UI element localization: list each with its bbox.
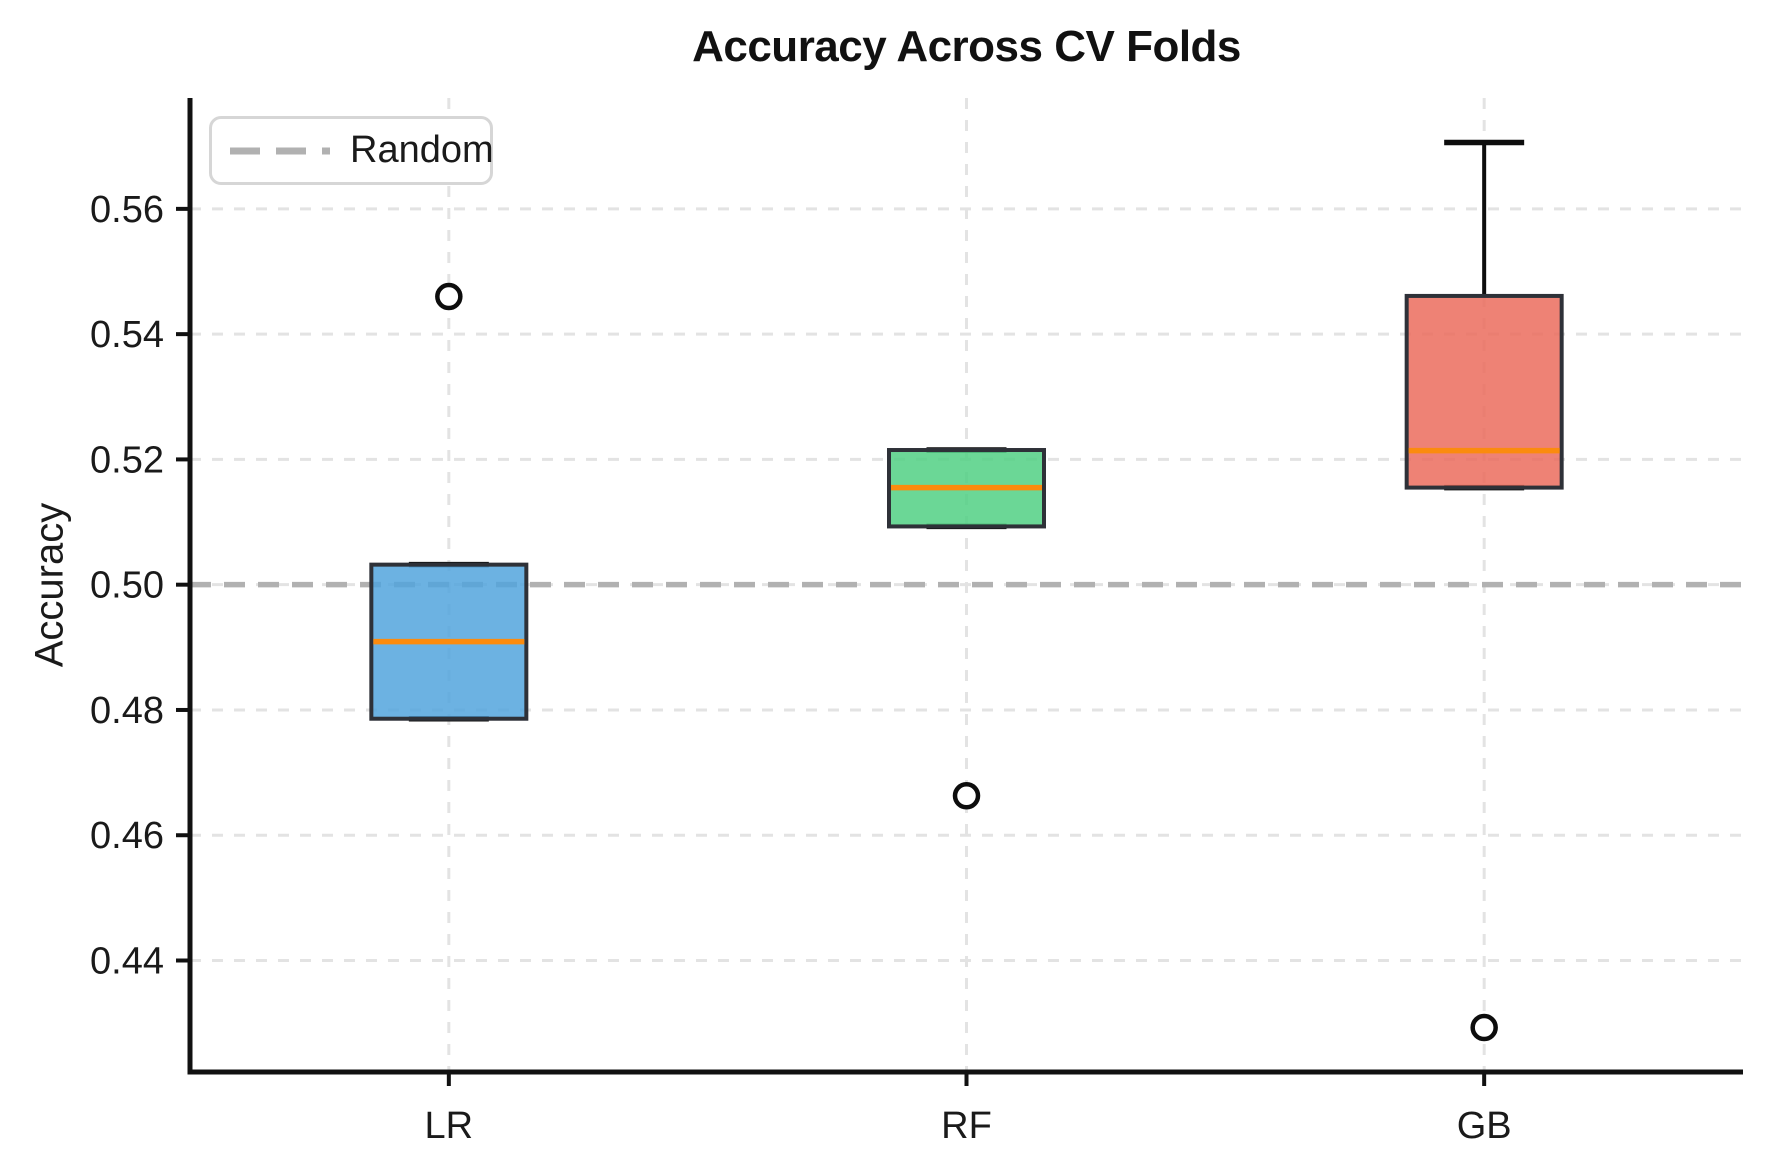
y-tick-label: 0.54 [90, 314, 164, 356]
y-tick-label: 0.48 [90, 690, 164, 732]
y-tick-label: 0.44 [90, 941, 164, 983]
y-axis-label: Accuracy [27, 502, 72, 668]
x-tick-label: RF [941, 1105, 992, 1147]
chart-title: Accuracy Across CV Folds [692, 22, 1241, 71]
box-GB [1404, 293, 1564, 490]
outlier-marker-RF [952, 782, 981, 810]
x-tick-label: LR [425, 1105, 474, 1147]
x-tick-label: GB [1457, 1105, 1512, 1147]
y-tick-label: 0.46 [90, 815, 164, 857]
outlier-marker-LR [435, 282, 463, 311]
legend-dashed-line-icon [230, 147, 330, 154]
outlier-marker-GB [1470, 1013, 1498, 1042]
y-tick-label: 0.50 [90, 565, 164, 607]
legend-label: Random [350, 129, 494, 171]
y-tick-label: 0.52 [90, 439, 164, 481]
legend: Random [209, 116, 494, 185]
y-tick-label: 0.56 [90, 189, 164, 231]
